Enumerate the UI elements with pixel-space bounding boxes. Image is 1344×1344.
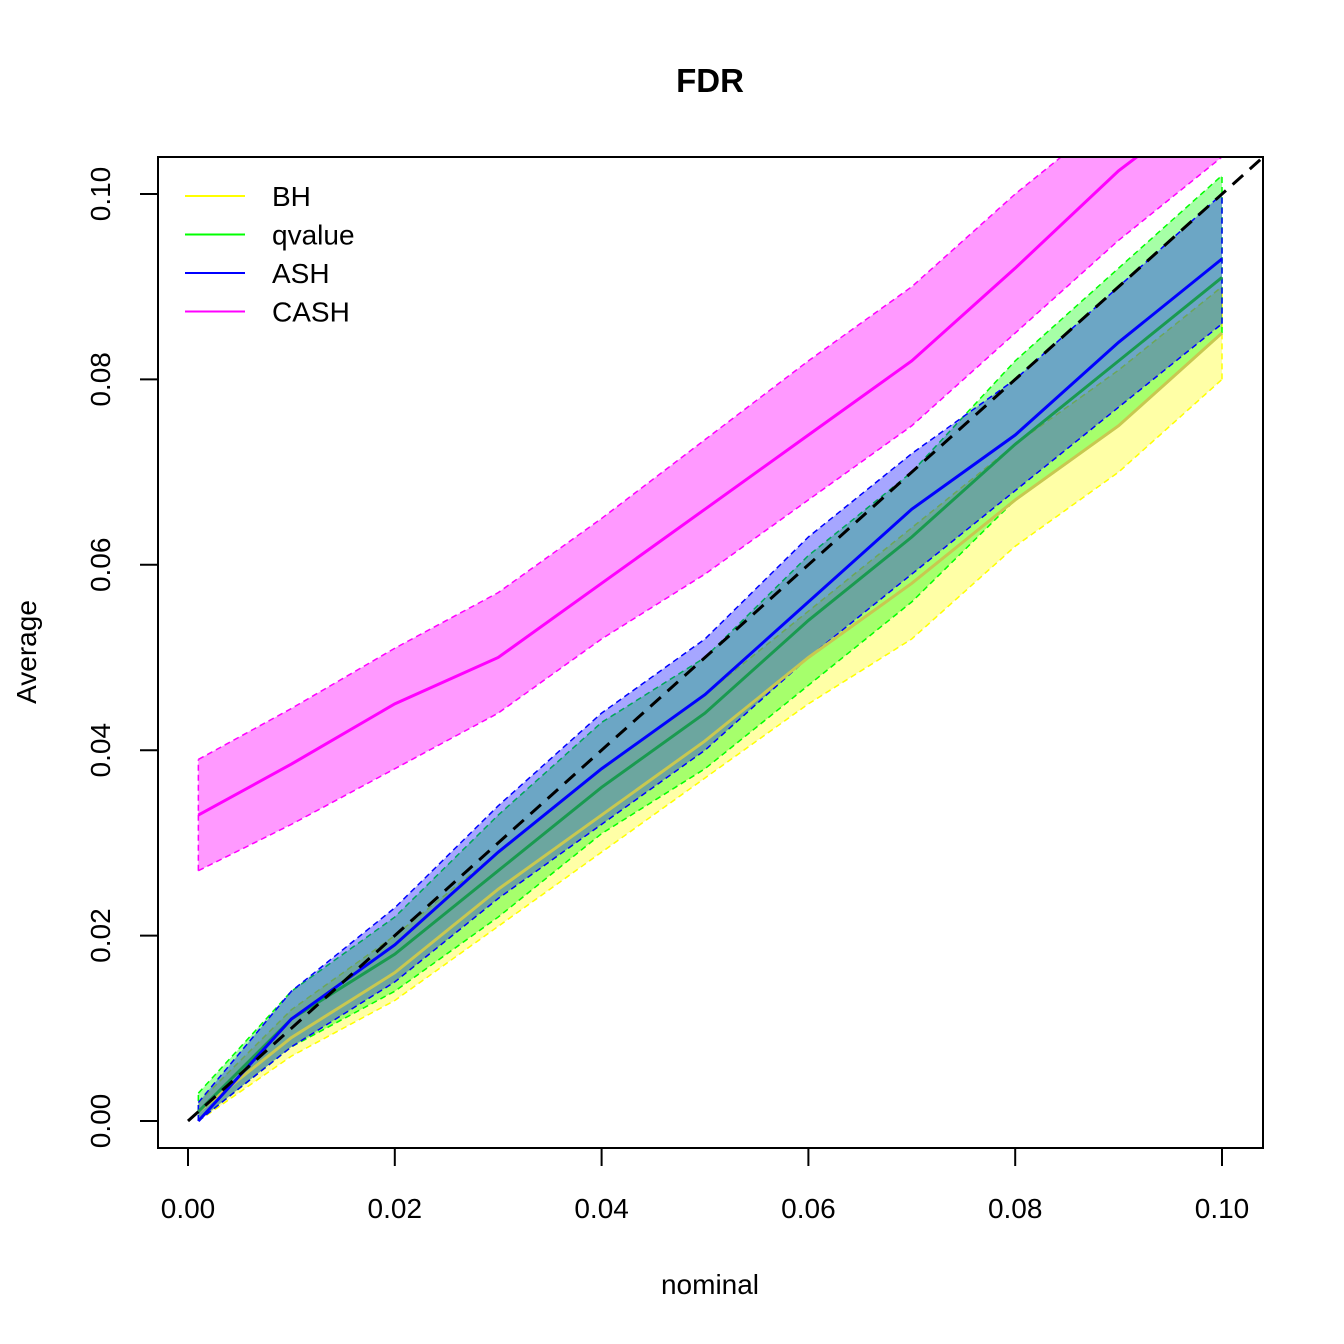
x-tick-label: 0.10: [1195, 1193, 1250, 1224]
band-CASH: [198, 157, 1222, 871]
band-qvalue: [198, 175, 1223, 1121]
y-tick-label: 0.08: [85, 352, 116, 407]
band-lower-BH: [197, 378, 1223, 1122]
x-tick-label: 0.02: [368, 1193, 423, 1224]
y-tick-label: 0.02: [85, 908, 116, 963]
reference-diagonal: [186, 157, 1263, 1123]
y-tick-label: 0.06: [85, 538, 116, 593]
mean-line-qvalue: [197, 276, 1223, 1113]
y-axis-label: Average: [11, 600, 42, 704]
band-BH: [198, 286, 1223, 1121]
band-lower-ASH: [197, 323, 1223, 1122]
x-tick-label: 0.00: [161, 1193, 216, 1224]
y-tick-label: 0.04: [85, 723, 116, 778]
legend-label-BH: BH: [272, 181, 311, 212]
y-tick-label: 0.10: [85, 167, 116, 222]
mean-line-CASH: [197, 157, 1140, 817]
x-tick-label: 0.04: [574, 1193, 629, 1224]
legend: BH qvalue ASH CASH: [185, 181, 355, 328]
band-upper-CASH: [197, 157, 1063, 761]
mean-line-BH: [197, 331, 1224, 1113]
band-lower-CASH: [198, 157, 1223, 872]
x-axis-label: nominal: [661, 1269, 759, 1300]
x-tick-label: 0.08: [988, 1193, 1043, 1224]
mean-line-ASH: [197, 257, 1223, 1123]
band-ASH: [198, 194, 1223, 1121]
legend-label-ASH: ASH: [272, 258, 330, 289]
legend-label-qvalue: qvalue: [272, 220, 355, 251]
legend-label-CASH: CASH: [272, 297, 350, 328]
y-tick-label: 0.00: [85, 1094, 116, 1149]
x-tick-label: 0.06: [781, 1193, 836, 1224]
chart-title: FDR: [676, 62, 744, 99]
